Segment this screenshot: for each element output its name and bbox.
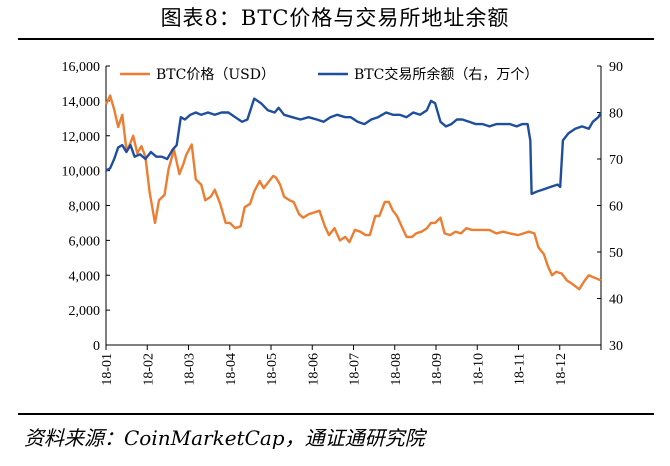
x-tick-label: 18-05 [265, 353, 280, 386]
x-tick-label: 18-04 [224, 353, 239, 386]
right-tick-label: 80 [609, 107, 623, 122]
x-tick-label: 18-08 [389, 353, 404, 386]
exchange-balance-series-line [105, 97, 603, 196]
legend-label: BTC价格（USD） [156, 67, 275, 83]
x-tick-label: 18-12 [554, 353, 569, 386]
left-tick-label: 12,000 [62, 130, 101, 145]
left-tick-label: 4,000 [69, 269, 101, 284]
x-tick-label: 18-07 [348, 353, 363, 386]
chart-legend: BTC价格（USD） BTC交易所余额（右，万个） [120, 66, 538, 83]
left-tick-label: 6,000 [69, 234, 101, 249]
right-tick-label: 90 [609, 60, 623, 75]
right-tick-label: 70 [609, 153, 623, 168]
line-chart: 0 2,000 4,000 6,000 8,000 10,000 12,000 14,000 1… [62, 60, 624, 386]
x-tick-label: 18-06 [306, 353, 321, 386]
right-tick-label: 30 [609, 339, 623, 354]
x-tick-label: 18-09 [430, 353, 445, 386]
left-tick-label: 10,000 [62, 165, 101, 180]
left-tick-label: 0 [93, 339, 100, 354]
btc-price-series-line [104, 94, 602, 291]
right-tick-label: 40 [609, 293, 623, 308]
chart-title: 图表8：BTC价格与交易所地址余额 [160, 6, 510, 30]
x-tick-label: 18-10 [471, 353, 486, 386]
right-tick-label: 50 [609, 246, 623, 261]
bottom-rule [18, 413, 654, 415]
left-tick-label: 2,000 [69, 304, 101, 319]
chart-series-layer [104, 94, 603, 291]
top-rule [18, 38, 654, 40]
chart-source: 资料来源：CoinMarketCap，通证通研究院 [24, 426, 425, 450]
x-tick-label: 18-11 [513, 353, 528, 385]
legend-label: BTC交易所余额（右，万个） [354, 66, 538, 83]
x-tick-label: 18-03 [183, 353, 198, 386]
left-tick-label: 16,000 [62, 60, 101, 75]
left-tick-label: 8,000 [69, 200, 101, 215]
left-tick-label: 14,000 [62, 95, 101, 110]
chart-axes: 0 2,000 4,000 6,000 8,000 10,000 12,000 14,000 1… [62, 60, 624, 386]
x-tick-label: 18-02 [141, 353, 156, 386]
x-tick-label: 18-01 [100, 353, 115, 386]
right-tick-label: 60 [609, 200, 623, 215]
